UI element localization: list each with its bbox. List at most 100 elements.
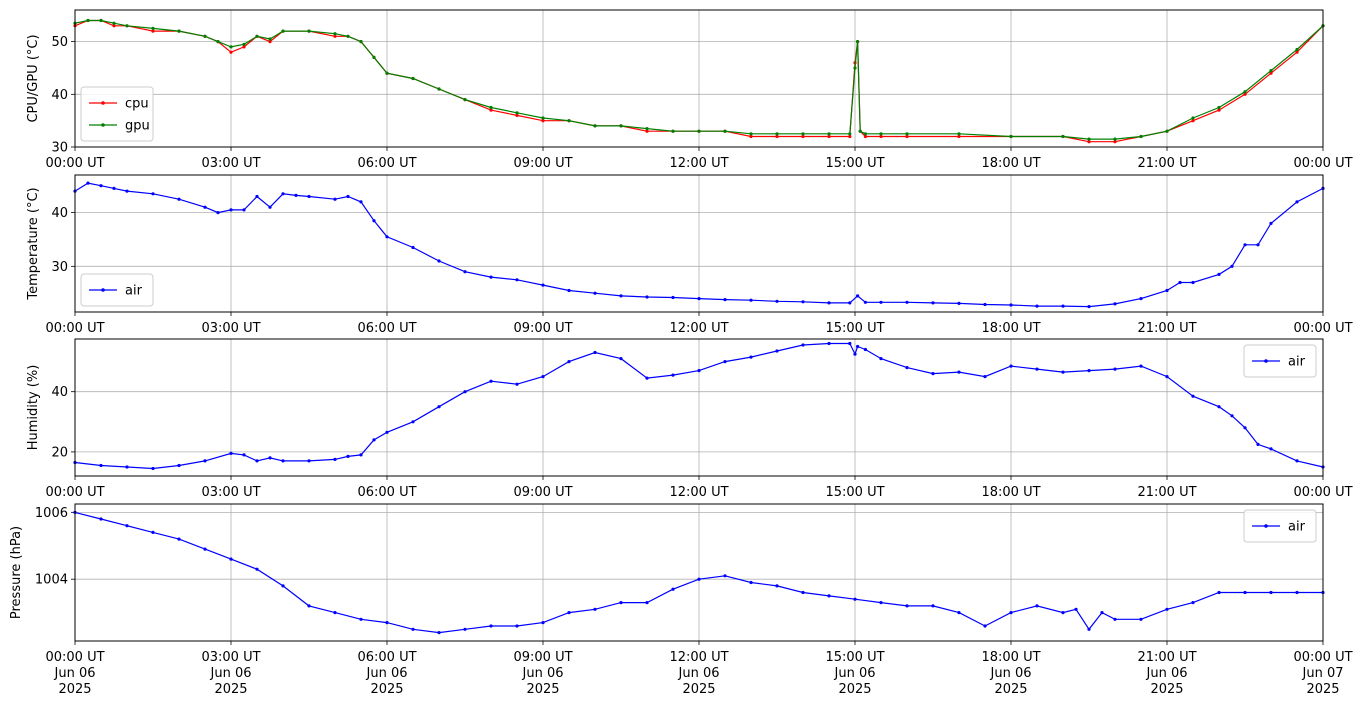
data-point-air (1139, 364, 1143, 368)
legend-entry-cpu: cpu (125, 97, 149, 112)
data-point-air (125, 189, 129, 193)
data-point-air (1217, 405, 1221, 409)
y-axis-label: Temperature (°C) (26, 187, 41, 300)
data-point-gpu (858, 129, 862, 133)
data-point-air (827, 594, 831, 598)
data-point-air (372, 438, 376, 442)
data-point-air (489, 624, 493, 628)
data-point-air (697, 297, 701, 301)
x-tick-label-line: 03:00 UT (201, 485, 260, 500)
data-point-air (1009, 364, 1013, 368)
data-point-air (801, 343, 805, 347)
data-point-gpu (203, 34, 207, 38)
x-tick-label-line: 00:00 UT (1293, 156, 1352, 171)
data-point-air (723, 298, 727, 302)
data-point-gpu (567, 119, 571, 123)
data-point-air (151, 466, 155, 471)
data-point-air (957, 370, 961, 374)
data-point-cpu (1269, 71, 1273, 75)
data-point-air (749, 580, 753, 585)
x-tick-label: 00:00 UT (1293, 321, 1352, 336)
data-point-air (1269, 221, 1273, 225)
legend-box (80, 86, 154, 142)
x-tick-label: 06:00 UT (357, 156, 416, 171)
x-tick-label: 06:00 UT (357, 321, 416, 336)
x-tick-label-line: Jun 06 (522, 666, 564, 681)
x-tick-label-line: 2025 (838, 682, 871, 697)
data-point-air (333, 457, 337, 461)
data-point-air (255, 567, 259, 571)
data-point-air (1217, 272, 1221, 276)
data-point-air (1269, 447, 1273, 451)
data-point-air (294, 193, 298, 197)
x-tick-label: 18:00 UT (981, 156, 1040, 171)
data-point-gpu (879, 132, 883, 136)
data-point-air (359, 617, 363, 621)
data-point-gpu (905, 132, 909, 136)
data-point-air (1139, 297, 1143, 301)
x-tick-label: 12:00 UT (669, 485, 728, 500)
legend-entry-air: air (1288, 355, 1306, 370)
data-point-cpu (801, 134, 805, 139)
y-tick-label: 40 (51, 206, 68, 221)
data-point-cpu (489, 108, 493, 112)
data-point-air (86, 181, 90, 185)
data-point-air (229, 208, 233, 212)
data-point-air (801, 590, 805, 595)
data-point-air (1230, 264, 1234, 268)
data-point-air (372, 219, 376, 223)
data-point-gpu (1295, 47, 1299, 52)
data-point-air (125, 465, 129, 469)
data-point-air (1061, 304, 1065, 308)
x-tick-label: 15:00 UT (825, 485, 884, 500)
data-point-air (827, 301, 831, 305)
data-point-gpu (848, 132, 852, 136)
y-axis-label: Pressure (hPa) (9, 526, 24, 619)
data-point-cpu (515, 113, 519, 117)
data-point-air (437, 259, 441, 263)
x-tick-label: 00:00 UT Jun 06 2025 (45, 650, 104, 697)
x-tick-label-line: Jun 06 (990, 666, 1032, 681)
data-point-air (333, 611, 337, 615)
x-tick-label-line: 2025 (214, 682, 247, 697)
data-point-cpu (827, 134, 831, 139)
data-point-air (437, 631, 441, 635)
data-point-gpu (1191, 116, 1195, 120)
x-tick-label-line: Jun 07 (1302, 666, 1344, 681)
data-point-air (541, 375, 545, 379)
x-tick-label: 06:00 UT (357, 485, 416, 500)
data-point-gpu (1165, 129, 1169, 133)
y-axis-label: CPU/GPU (°C) (26, 34, 41, 122)
data-point-air (307, 459, 311, 463)
chart-panel-3: 20 40 00:00 UT 03:00 UT 06:00 UT 09:00 UT 12:0… (26, 338, 1353, 500)
legend-entry-air: air (1288, 520, 1306, 535)
legend: air (80, 273, 154, 307)
x-tick-label-line: 18:00 UT (981, 485, 1040, 500)
x-tick-label-line: Jun 06 (834, 666, 876, 681)
data-point-air (593, 607, 597, 611)
data-point-air (489, 379, 493, 383)
data-point-air (255, 459, 259, 463)
data-point-air (541, 283, 545, 287)
data-point-air (307, 604, 311, 608)
data-point-gpu (723, 129, 727, 133)
x-tick-label-line: 15:00 UT (825, 485, 884, 500)
data-point-air (856, 344, 860, 349)
data-point-air (983, 302, 987, 307)
data-point-gpu (619, 124, 623, 128)
data-point-air (177, 463, 181, 468)
data-point-gpu (333, 32, 337, 36)
legend: air (1243, 344, 1317, 378)
x-tick-label: 15:00 UT (825, 156, 884, 171)
x-tick-label-line: 00:00 UT (45, 650, 104, 665)
data-point-air (242, 453, 246, 457)
data-point-air (99, 463, 103, 468)
data-point-air (1139, 617, 1143, 621)
data-point-air (151, 192, 155, 196)
series-line-air (74, 182, 1324, 308)
data-point-air (281, 584, 285, 588)
data-point-cpu (645, 129, 649, 133)
x-tick-label-line: 2025 (1150, 682, 1183, 697)
data-point-air (671, 587, 675, 591)
x-tick-label: 03:00 UT (201, 156, 260, 171)
